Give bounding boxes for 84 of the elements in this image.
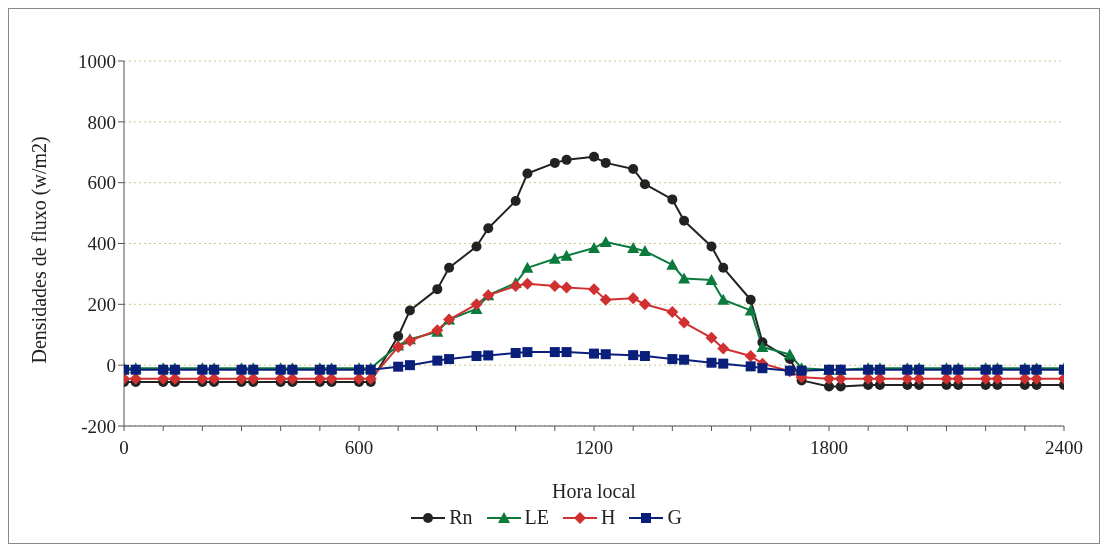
point	[561, 347, 572, 358]
x-tick-label: 1200	[575, 437, 613, 459]
point	[522, 168, 533, 179]
legend-label: LE	[524, 506, 549, 529]
point	[432, 284, 443, 295]
y-tick-label: 200	[87, 294, 116, 316]
point	[510, 348, 521, 358]
point	[444, 354, 455, 365]
point	[548, 252, 561, 264]
point	[705, 331, 718, 344]
y-tick-label: 0	[106, 354, 116, 376]
point	[757, 363, 768, 374]
point	[393, 361, 404, 372]
x-axis-title: Hora local	[552, 480, 637, 502]
y-tick-label: 800	[87, 111, 116, 133]
point	[717, 293, 730, 305]
point	[588, 242, 600, 254]
x-tick-label: 2400	[1045, 437, 1083, 459]
legend-label: Rn	[449, 506, 473, 529]
point	[548, 280, 561, 293]
point	[679, 354, 690, 365]
point	[599, 293, 612, 306]
point	[393, 331, 404, 342]
point	[560, 281, 573, 294]
point	[717, 342, 730, 355]
point	[705, 274, 718, 285]
point	[404, 360, 415, 371]
point	[639, 351, 650, 362]
point	[483, 350, 494, 361]
point	[549, 347, 560, 358]
y-tick-label: 400	[87, 233, 116, 255]
point	[560, 249, 573, 261]
point	[589, 151, 599, 162]
point	[667, 354, 678, 365]
point	[679, 215, 690, 226]
point	[600, 157, 611, 168]
point	[404, 305, 415, 316]
point	[588, 283, 600, 296]
point	[471, 351, 482, 362]
point	[756, 340, 769, 352]
point	[745, 361, 756, 372]
point	[444, 262, 455, 273]
point	[639, 179, 650, 190]
point	[678, 272, 691, 284]
point	[666, 258, 679, 270]
point	[706, 241, 717, 252]
y-axis-title: Densidades de fluxo (w/m2)	[28, 136, 52, 364]
point	[666, 305, 679, 318]
point	[628, 350, 639, 361]
point	[470, 298, 483, 311]
point	[718, 262, 729, 273]
point	[589, 348, 599, 359]
legend-label: H	[600, 506, 616, 529]
point	[678, 316, 691, 329]
point	[510, 195, 521, 206]
point	[638, 245, 651, 257]
y-tick-label: 600	[87, 172, 116, 194]
point	[627, 292, 640, 305]
point	[432, 355, 443, 366]
point	[667, 194, 678, 205]
point	[471, 241, 482, 252]
point	[599, 235, 612, 247]
point	[718, 358, 729, 369]
legend-label: G	[667, 506, 682, 529]
y-tick-label: -200	[81, 415, 116, 437]
point	[783, 348, 796, 360]
point	[509, 280, 522, 293]
point	[549, 157, 560, 168]
point	[706, 357, 717, 368]
point	[627, 242, 640, 254]
point	[522, 347, 533, 358]
y-tick-label: 1000	[78, 50, 116, 72]
point	[745, 294, 756, 305]
x-tick-label: 600	[344, 437, 374, 459]
point	[561, 154, 572, 165]
point	[521, 261, 534, 273]
point	[744, 350, 757, 363]
x-tick-label: 1800	[810, 437, 848, 459]
point	[744, 304, 757, 316]
point	[628, 163, 639, 174]
point	[638, 298, 651, 311]
point	[483, 223, 494, 234]
point	[521, 277, 534, 290]
point	[600, 349, 611, 360]
